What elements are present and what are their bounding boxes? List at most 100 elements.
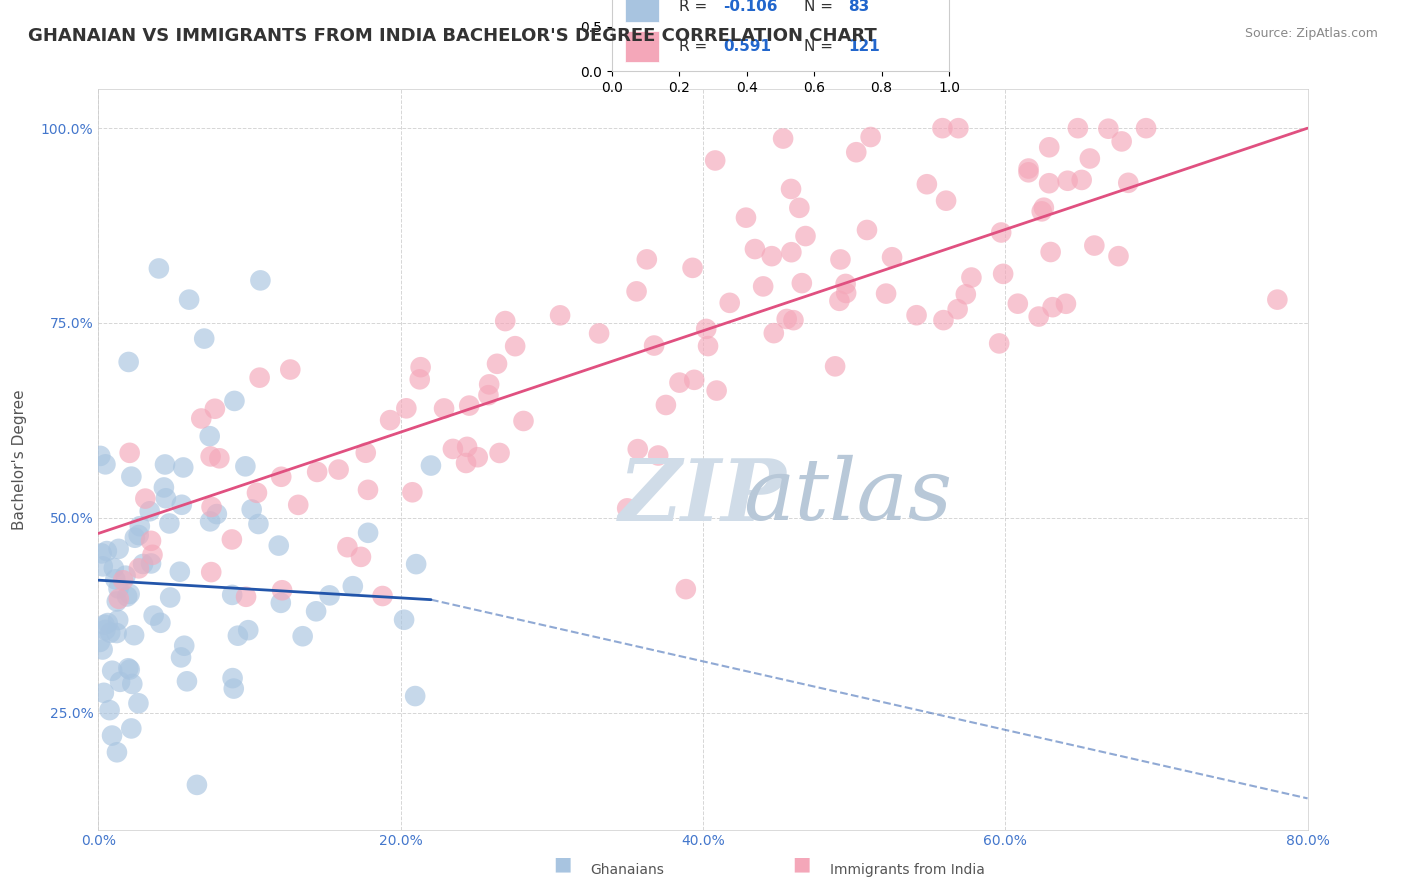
Point — [270, 470, 292, 484]
Point — [186, 778, 208, 792]
Point — [134, 491, 156, 506]
Point — [683, 373, 706, 387]
Point — [105, 594, 128, 608]
Point — [988, 336, 1011, 351]
Point — [200, 565, 222, 579]
Point — [235, 590, 257, 604]
Text: 83: 83 — [848, 0, 869, 14]
Point — [371, 589, 394, 603]
Text: GHANAIAN VS IMMIGRANTS FROM INDIA BACHELOR'S DEGREE CORRELATION CHART: GHANAIAN VS IMMIGRANTS FROM INDIA BACHEL… — [28, 27, 877, 45]
Point — [122, 628, 145, 642]
Point — [191, 837, 214, 851]
Point — [1054, 297, 1077, 311]
Point — [307, 465, 329, 479]
Point — [127, 696, 149, 710]
Point — [706, 384, 728, 398]
Point — [409, 360, 432, 375]
Point — [718, 296, 741, 310]
Point — [931, 121, 953, 136]
Point — [120, 469, 142, 483]
Point — [93, 617, 115, 632]
Point — [117, 661, 139, 675]
Point — [96, 544, 118, 558]
Point — [467, 450, 489, 465]
Point — [834, 277, 856, 291]
Text: Immigrants from India: Immigrants from India — [830, 863, 984, 877]
Point — [1097, 121, 1119, 136]
Point — [790, 276, 813, 290]
Point — [222, 681, 245, 696]
Point — [875, 286, 897, 301]
Point — [420, 458, 443, 473]
Text: ZIP: ZIP — [619, 455, 787, 538]
Point — [955, 287, 977, 301]
Point — [138, 504, 160, 518]
Point — [588, 326, 610, 341]
Point — [494, 314, 516, 328]
Point — [454, 456, 477, 470]
Point — [1031, 204, 1053, 219]
Point — [246, 485, 269, 500]
Point — [89, 635, 111, 649]
FancyBboxPatch shape — [626, 0, 659, 22]
Point — [287, 498, 309, 512]
Point — [643, 338, 665, 352]
Point — [780, 182, 803, 196]
Point — [905, 308, 928, 322]
Point — [124, 531, 146, 545]
Point — [675, 582, 697, 596]
Point — [1007, 296, 1029, 310]
Point — [1267, 293, 1289, 307]
Point — [409, 372, 432, 386]
Point — [97, 616, 120, 631]
Point — [1135, 121, 1157, 136]
Point — [946, 302, 969, 317]
Text: Ghanaians: Ghanaians — [591, 863, 665, 877]
Point — [249, 273, 271, 287]
Point — [318, 588, 340, 602]
Point — [488, 446, 510, 460]
Point — [235, 459, 257, 474]
Point — [112, 574, 135, 588]
Point — [627, 442, 650, 457]
Point — [1038, 140, 1060, 154]
Point — [647, 449, 669, 463]
Text: R =: R = — [679, 39, 713, 54]
Point — [118, 587, 141, 601]
Point — [198, 514, 221, 528]
Point — [357, 525, 380, 540]
Point — [128, 519, 150, 533]
Point — [845, 145, 868, 160]
Point — [1067, 121, 1090, 136]
Point — [794, 229, 817, 244]
Point — [153, 480, 176, 494]
Point — [240, 502, 263, 516]
Point — [752, 279, 775, 293]
Point — [90, 546, 112, 560]
Point — [404, 689, 426, 703]
Point — [960, 270, 983, 285]
Point — [512, 414, 534, 428]
Point — [128, 528, 150, 542]
Point — [200, 450, 222, 464]
Point — [433, 401, 456, 416]
Point — [221, 588, 243, 602]
Point — [668, 376, 690, 390]
Point — [772, 131, 794, 145]
Point — [221, 533, 243, 547]
Point — [503, 339, 526, 353]
Point — [179, 293, 201, 307]
Point — [200, 500, 222, 514]
Point — [115, 590, 138, 604]
Point — [139, 557, 162, 571]
Point — [458, 399, 481, 413]
Point — [238, 623, 260, 637]
Point — [139, 533, 162, 548]
Point — [880, 250, 903, 264]
Text: R =: R = — [679, 0, 713, 14]
Point — [1111, 135, 1133, 149]
Point — [105, 626, 128, 640]
Point — [1018, 161, 1040, 176]
Point — [1070, 173, 1092, 187]
Point — [1038, 176, 1060, 190]
